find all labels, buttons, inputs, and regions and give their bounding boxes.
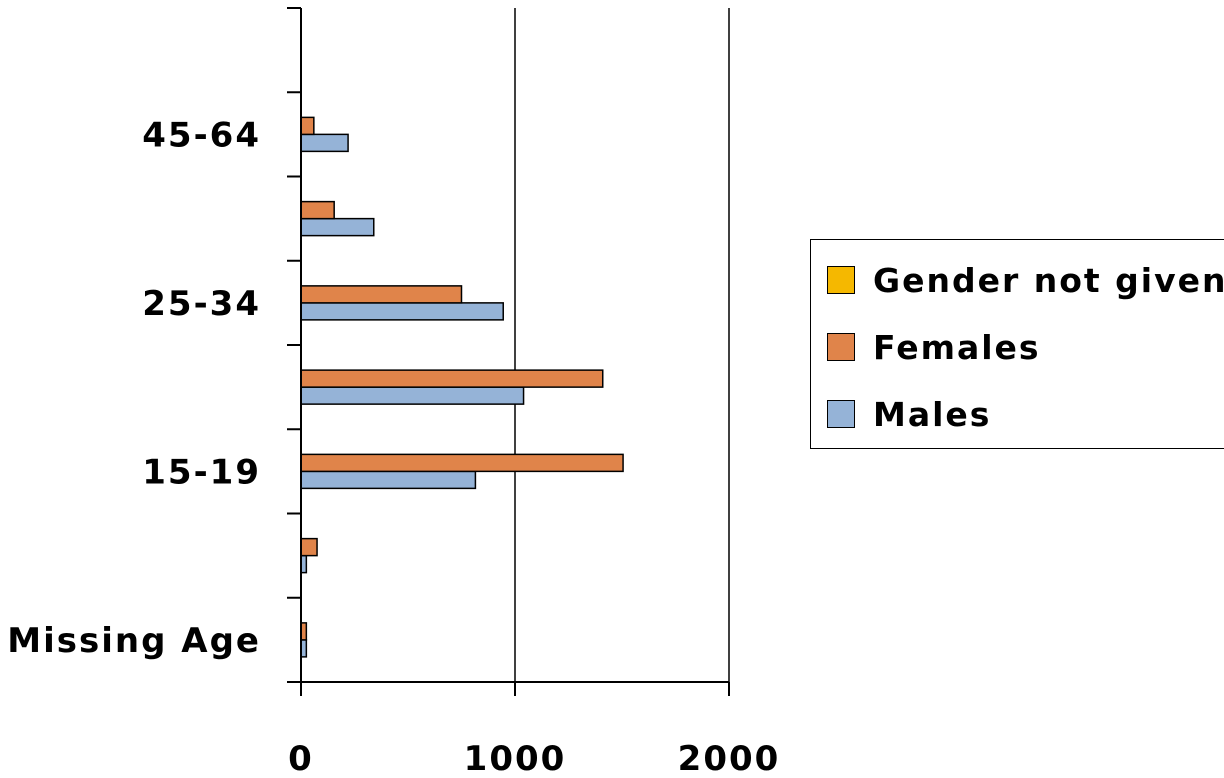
x-tick-label-1000: 1000 [464, 739, 567, 778]
bars [300, 116, 624, 658]
gridlines [514, 8, 730, 682]
category-label-25-34: 25-34 [142, 284, 261, 324]
bar-males-3 [300, 386, 525, 405]
legend-label-males: Males [873, 394, 992, 434]
legend-swatch-males [827, 400, 855, 428]
legend-swatch-females [827, 333, 855, 361]
legend-label-gender-not-given: Gender not given [873, 260, 1224, 300]
x-tick-label-0: 0 [288, 739, 314, 778]
category-label-missing-age: Missing Age [7, 621, 261, 661]
bar-females-2 [300, 453, 624, 473]
category-label-45-64: 45-64 [142, 115, 261, 155]
bar-females-5 [300, 200, 335, 220]
legend-item-females: Females [827, 327, 1041, 367]
axis-labels: Missing Age 15-19 25-34 45-64 0 1000 2000 [7, 115, 781, 778]
legend-swatch-gender-not-given [827, 266, 855, 294]
axes [287, 7, 730, 696]
legend-label-females: Females [873, 327, 1041, 367]
bar-males-5 [300, 217, 375, 237]
bar-females-4 [300, 285, 463, 304]
bar-males-2 [300, 470, 477, 490]
legend-item-gender-not-given: Gender not given [827, 260, 1224, 300]
legend: Gender not given Females Males [810, 239, 1224, 449]
bar-males-4 [300, 302, 504, 321]
x-tick-label-2000: 2000 [678, 739, 781, 778]
bar-females-6 [300, 116, 315, 136]
category-label-15-19: 15-19 [142, 452, 261, 492]
bar-females-1 [300, 537, 318, 557]
legend-item-males: Males [827, 394, 991, 434]
bar-males-6 [300, 133, 349, 153]
bar-females-3 [300, 369, 604, 388]
